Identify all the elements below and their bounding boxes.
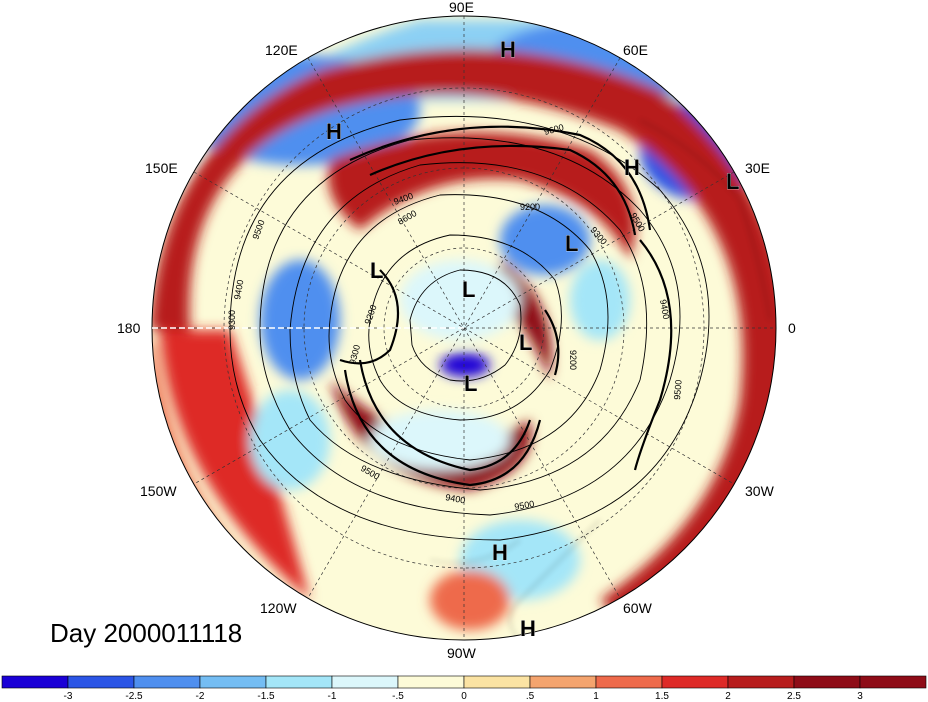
colorbar-box bbox=[265, 675, 333, 689]
lon-label-150w: 150W bbox=[140, 483, 177, 499]
colorbar-box bbox=[727, 675, 795, 689]
low-marker: L bbox=[370, 258, 383, 283]
colorbar-box bbox=[595, 675, 663, 689]
colorbar-tick-label: -.5 bbox=[392, 691, 404, 702]
contour-value-label: 9500 bbox=[672, 379, 684, 400]
lon-label-30w: 30W bbox=[745, 483, 775, 499]
colorbar-tick-label: -2 bbox=[196, 691, 205, 702]
pressure-centers: H H H L L L L L L H H bbox=[326, 37, 740, 642]
colorbar-box bbox=[199, 675, 267, 689]
colorbar-box bbox=[793, 675, 861, 689]
colorbar-box bbox=[463, 675, 531, 689]
contour-value-label: 9500 bbox=[514, 499, 535, 512]
colorbar-box bbox=[859, 675, 927, 689]
lon-label-150e: 150E bbox=[145, 160, 178, 176]
day-label: Day 2000011118 bbox=[50, 618, 243, 648]
contour-value-label: 9200 bbox=[520, 202, 540, 212]
longitude-labels: 90E 60E 30E 0 30W 60W 90W 120W 150W 180 … bbox=[117, 0, 796, 661]
colorbar-tick-label: 3 bbox=[857, 691, 863, 702]
contour-value-label: 9400 bbox=[445, 492, 466, 505]
low-marker: L bbox=[462, 277, 475, 302]
colorbar-tick-label: -3 bbox=[64, 691, 73, 702]
low-marker: L bbox=[565, 231, 578, 256]
colorbar-box bbox=[529, 675, 597, 689]
colorbar-box bbox=[1, 675, 69, 689]
colorbar: -3 -2.5 -2 -1.5 -1 -.5 0 .5 1 1.5 2 2.5 3 bbox=[1, 675, 927, 702]
colorbar-box bbox=[133, 675, 201, 689]
colorbar-box bbox=[331, 675, 399, 689]
anomaly-field bbox=[152, 16, 776, 640]
contour-value-label: 9400 bbox=[232, 279, 245, 300]
colorbar-tick-label: -1.5 bbox=[257, 691, 275, 702]
lon-label-120w: 120W bbox=[260, 600, 297, 616]
colorbar-tick-label: -1 bbox=[328, 691, 337, 702]
lon-label-60w: 60W bbox=[623, 600, 653, 616]
lon-label-0: 0 bbox=[788, 320, 796, 336]
lon-label-60e: 60E bbox=[623, 42, 648, 58]
colorbar-tick-label: 1 bbox=[593, 691, 599, 702]
high-marker: H bbox=[624, 155, 640, 180]
high-marker: H bbox=[492, 540, 508, 565]
contour-value-label: 9200 bbox=[568, 350, 578, 370]
colorbar-box bbox=[67, 675, 135, 689]
colorbar-tick-label: .5 bbox=[526, 691, 535, 702]
contour-value-label: 9300 bbox=[227, 310, 237, 330]
low-marker: L bbox=[726, 169, 739, 194]
lon-label-90w: 90W bbox=[447, 645, 477, 661]
low-marker: L bbox=[519, 330, 532, 355]
colorbar-box bbox=[661, 675, 729, 689]
lon-label-30e: 30E bbox=[745, 160, 770, 176]
colorbar-box bbox=[397, 675, 465, 689]
colorbar-tick-label: 2.5 bbox=[787, 691, 801, 702]
colorbar-tick-label: -2.5 bbox=[125, 691, 143, 702]
colorbar-tick-label: 1.5 bbox=[655, 691, 669, 702]
lon-label-120e: 120E bbox=[265, 42, 298, 58]
colorbar-tick-label: 2 bbox=[725, 691, 731, 702]
high-marker: H bbox=[326, 119, 342, 144]
colorbar-tick-label: 0 bbox=[461, 691, 467, 702]
low-marker: L bbox=[464, 371, 477, 396]
lon-label-180: 180 bbox=[117, 320, 141, 336]
high-marker: H bbox=[520, 616, 536, 641]
contour-value-label: 9400 bbox=[658, 299, 671, 320]
high-marker: H bbox=[500, 37, 516, 62]
lon-label-90e: 90E bbox=[449, 0, 474, 15]
